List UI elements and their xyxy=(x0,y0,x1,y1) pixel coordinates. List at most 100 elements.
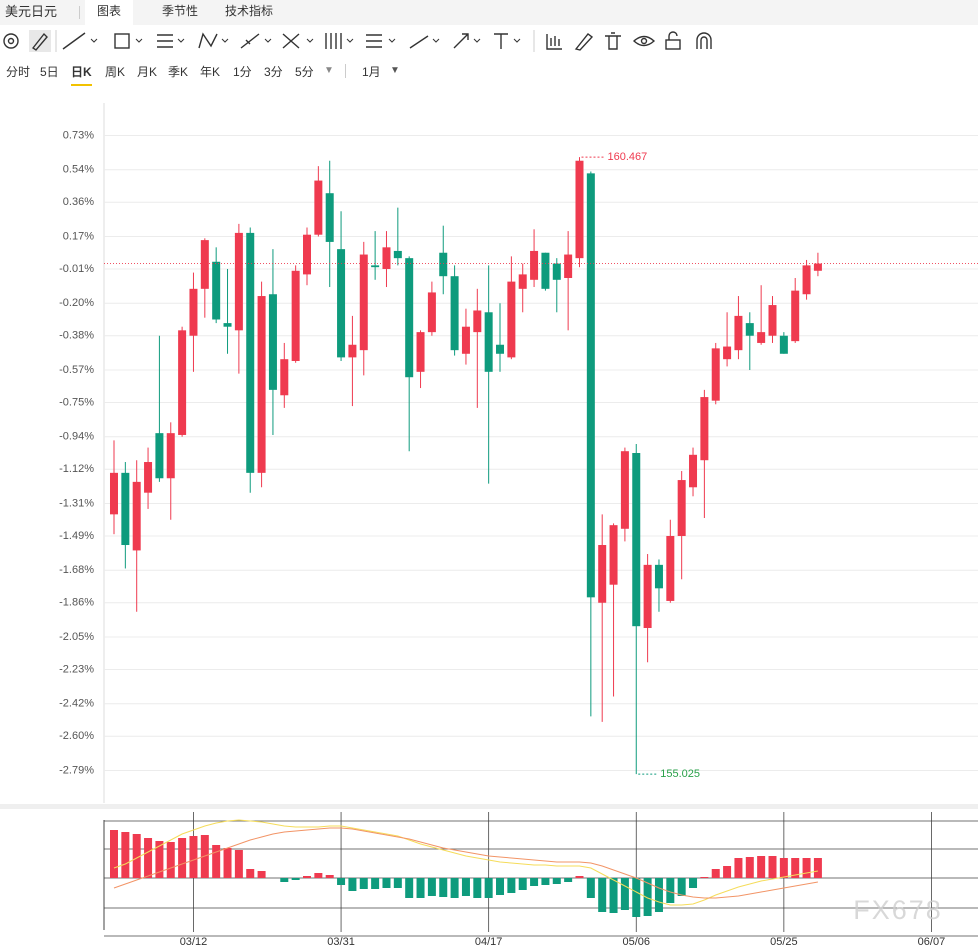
period[interactable]: 5分 xyxy=(295,65,314,79)
macd-bar xyxy=(371,878,380,889)
tool-icon[interactable] xyxy=(605,32,621,50)
tool-icon[interactable] xyxy=(198,32,229,49)
tool-icon[interactable] xyxy=(665,31,681,50)
x-tick-label: 06/07 xyxy=(918,936,946,947)
macd-bar xyxy=(518,878,527,890)
period[interactable]: 分时 xyxy=(6,65,31,79)
macd-bar xyxy=(144,838,153,878)
tool-icon[interactable] xyxy=(453,33,481,49)
candle-body xyxy=(416,332,425,372)
tool-icon[interactable] xyxy=(546,34,562,50)
macd-bar xyxy=(393,878,402,888)
candle-body xyxy=(200,240,209,289)
candle-body xyxy=(711,348,720,401)
macd-bar xyxy=(609,878,618,913)
macd-bar xyxy=(711,869,720,878)
tool-icon[interactable] xyxy=(62,32,98,50)
candle-body xyxy=(405,258,414,378)
candle-body xyxy=(268,294,277,390)
tool-icon[interactable] xyxy=(494,33,521,49)
y-tick-label: -0.38% xyxy=(59,330,94,342)
candle-body xyxy=(257,296,266,473)
candle-body xyxy=(813,263,822,271)
macd-bar xyxy=(132,834,141,878)
candle-body xyxy=(291,270,300,361)
macd-bar xyxy=(348,878,357,891)
period[interactable]: 季K xyxy=(168,65,189,79)
period[interactable]: 3分 xyxy=(264,65,283,79)
macd-line xyxy=(113,827,819,899)
macd-bar xyxy=(723,866,732,878)
tool-icon[interactable] xyxy=(325,33,354,49)
candle-body xyxy=(791,290,800,342)
y-tick-label: -0.01% xyxy=(59,263,94,275)
macd-bar xyxy=(189,836,198,878)
tab[interactable]: 图表 xyxy=(85,0,134,25)
candle-body xyxy=(586,173,595,598)
y-tick-label: -0.94% xyxy=(59,431,94,443)
macd-bar xyxy=(291,878,300,880)
candle-body xyxy=(348,344,357,358)
candle-body xyxy=(325,193,334,242)
candle-body xyxy=(132,481,141,551)
tab[interactable]: 季节性 xyxy=(162,4,199,18)
tool-icon[interactable] xyxy=(240,33,272,49)
tool-icon[interactable] xyxy=(696,32,712,49)
candle-body xyxy=(643,564,652,628)
tool-icon[interactable] xyxy=(3,33,19,49)
candle-body xyxy=(564,254,573,278)
macd-bar xyxy=(677,878,686,896)
period[interactable]: 5日 xyxy=(40,65,59,79)
macd-bar xyxy=(620,878,629,910)
candle-body xyxy=(303,234,312,275)
candle-body xyxy=(246,232,255,473)
candle-body xyxy=(541,252,550,289)
candle-body xyxy=(189,288,198,336)
candle-body xyxy=(393,250,402,259)
macd-bar xyxy=(791,858,800,878)
range[interactable]: 1月 xyxy=(362,65,381,79)
macd-bar xyxy=(689,878,698,888)
candle-body xyxy=(109,472,118,515)
tab[interactable]: 技术指标 xyxy=(225,4,274,18)
macd-bar xyxy=(632,878,641,917)
period[interactable]: 年K xyxy=(200,65,221,79)
y-tick-label: -0.75% xyxy=(59,396,94,408)
y-tick-label: -1.68% xyxy=(59,564,94,576)
period[interactable]: 月K xyxy=(137,65,158,79)
period[interactable]: 日K xyxy=(71,63,92,86)
macd-bar xyxy=(507,878,516,893)
y-tick-label: -1.12% xyxy=(59,463,94,475)
candle-body xyxy=(280,359,289,396)
tool-icon[interactable] xyxy=(114,33,143,49)
tool-icon[interactable] xyxy=(366,34,396,48)
tool-icon[interactable] xyxy=(632,35,656,47)
y-tick-label: -2.79% xyxy=(59,764,94,776)
tool-icon[interactable] xyxy=(409,35,440,49)
y-tick-label: -1.49% xyxy=(59,530,94,542)
macd-bar xyxy=(564,878,573,882)
candle-body xyxy=(473,310,482,333)
tool-icon[interactable] xyxy=(282,33,314,49)
macd-bar xyxy=(757,856,766,878)
candle-body xyxy=(223,323,232,327)
tool-icon[interactable] xyxy=(157,34,185,48)
macd-bar xyxy=(802,858,811,878)
candle-body xyxy=(530,250,539,280)
candle-body xyxy=(507,281,516,358)
period[interactable]: 周K xyxy=(105,65,126,79)
candle-body xyxy=(598,545,607,603)
candle-body xyxy=(575,160,584,259)
candle-body xyxy=(450,276,459,351)
y-tick-label: 0.36% xyxy=(63,196,94,208)
macd-bar xyxy=(155,841,164,878)
tool-icon[interactable] xyxy=(574,33,594,51)
period[interactable]: 1分 xyxy=(233,65,252,79)
candle-body xyxy=(689,454,698,488)
tool-icon[interactable] xyxy=(29,30,51,52)
y-tick-label: 0.54% xyxy=(63,164,94,176)
y-tick-label: -2.23% xyxy=(59,663,94,675)
macd-bar xyxy=(416,878,425,898)
candle-body xyxy=(779,335,788,354)
